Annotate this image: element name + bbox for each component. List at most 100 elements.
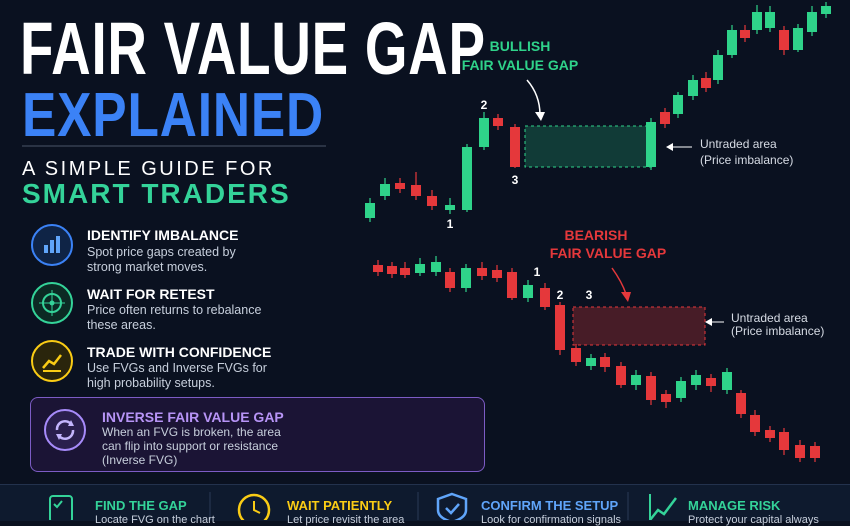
footer-icons [49, 492, 677, 520]
icon [31, 224, 73, 266]
footer [0, 484, 850, 521]
candle [571, 348, 581, 362]
candle [691, 375, 701, 385]
candle [479, 118, 489, 147]
chart-label: Untraded area [700, 137, 777, 151]
footer-title: MANAGE RISK [688, 498, 781, 513]
candle [616, 366, 626, 385]
icon [44, 409, 86, 451]
chart-label: Untraded area [731, 311, 808, 325]
candle [462, 147, 472, 210]
arrow-head [666, 143, 673, 151]
arrow [611, 267, 627, 295]
candle [750, 415, 760, 432]
candle [676, 381, 686, 398]
candle [631, 375, 641, 385]
candle [373, 265, 383, 272]
footer-text: Let price revisit the area [287, 514, 405, 526]
candle [400, 268, 410, 275]
candle [740, 30, 750, 38]
chart-label: BULLISH [490, 38, 551, 54]
candle [555, 305, 565, 350]
candle [445, 272, 455, 288]
candle [660, 112, 670, 124]
footer-text: Look for confirmation signals [481, 514, 622, 526]
arrow-head [705, 318, 712, 326]
candle [600, 357, 610, 367]
candle [752, 12, 762, 30]
candle [445, 205, 455, 210]
candle [673, 95, 683, 114]
candle [821, 6, 831, 14]
candle [523, 285, 533, 298]
step-title: WAIT FOR RETEST [87, 286, 215, 302]
candle [431, 262, 441, 272]
footer-title: FIND THE GAP [95, 498, 187, 513]
candle [765, 430, 775, 438]
arrow-head [621, 292, 631, 302]
candle [706, 378, 716, 386]
candle [713, 55, 723, 80]
title: FAIR VALUE GAP [20, 7, 486, 90]
candle [795, 445, 805, 458]
step-text: Spot price gaps created by strong market… [87, 245, 236, 274]
candle [510, 127, 520, 167]
chart-label: 2 [481, 98, 488, 112]
candle [493, 118, 503, 126]
step-text: Price often returns to rebalance these a… [87, 303, 262, 332]
candle [395, 183, 405, 189]
candle [765, 12, 775, 28]
candle [646, 122, 656, 167]
candle [387, 266, 397, 274]
arrow [526, 79, 541, 116]
candle [793, 28, 803, 50]
candle [477, 268, 487, 276]
candle [661, 394, 671, 402]
candle [492, 270, 502, 278]
candle [722, 372, 732, 390]
chart-label: 1 [534, 265, 541, 279]
candle [736, 393, 746, 414]
inverse-box [30, 397, 485, 472]
candle [365, 203, 375, 218]
chart-label: 3 [586, 288, 593, 302]
icon [31, 282, 73, 324]
footer-title: CONFIRM THE SETUP [481, 498, 619, 513]
footer-text: Locate FVG on the chart [95, 514, 215, 526]
inverse-text: When an FVG is broken, the area can flip… [102, 425, 281, 467]
chart-label: (Price imbalance) [731, 324, 824, 338]
subtitle: SMART TRADERS [22, 178, 291, 209]
candle [807, 12, 817, 32]
candle [411, 185, 421, 196]
step-text: Use FVGs and Inverse FVGs for high proba… [87, 361, 267, 390]
candle [701, 78, 711, 88]
step-title: IDENTIFY IMBALANCE [87, 227, 239, 243]
chart-label: FAIR VALUE GAP [462, 57, 578, 73]
gap-zone [572, 306, 706, 346]
chart-label: 2 [557, 288, 564, 302]
chart-label: 3 [512, 173, 519, 187]
step-title: TRADE WITH CONFIDENCE [87, 344, 272, 360]
candle [586, 358, 596, 366]
candle [380, 184, 390, 196]
chart-label: BEARISH [564, 227, 627, 243]
gap-zone [524, 125, 656, 168]
chart-label: 1 [447, 217, 454, 231]
candle [540, 288, 550, 307]
arrow-head [535, 112, 545, 121]
chart-label: (Price imbalance) [700, 153, 793, 167]
icon [31, 340, 73, 382]
footer-title: WAIT PATIENTLY [287, 498, 393, 513]
candle [507, 272, 517, 298]
candle [427, 196, 437, 206]
candle [727, 30, 737, 55]
candle [461, 268, 471, 288]
footer-text: Protect your capital always [688, 514, 819, 526]
inverse-title: INVERSE FAIR VALUE GAP [102, 409, 284, 425]
candle [415, 264, 425, 273]
candle [688, 80, 698, 96]
candle [779, 30, 789, 50]
candle [810, 446, 820, 458]
candle [779, 432, 789, 450]
